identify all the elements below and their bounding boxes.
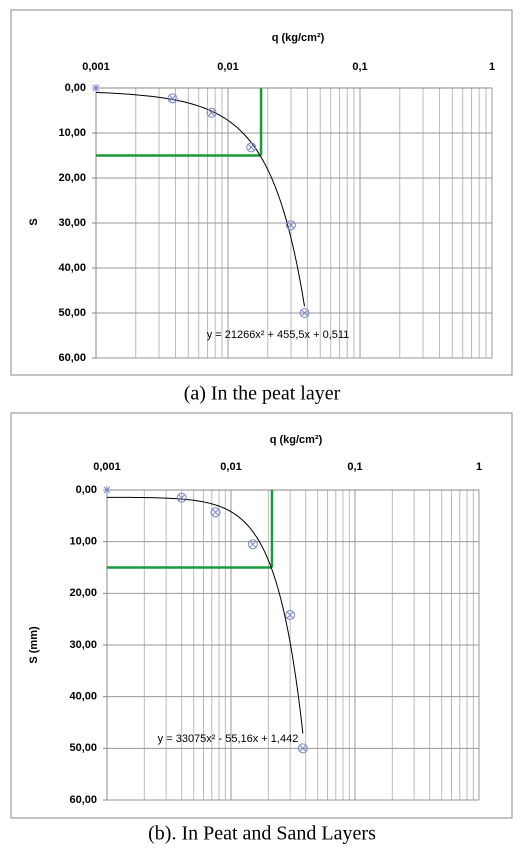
marker-circle bbox=[285, 610, 296, 621]
marker-circle bbox=[246, 142, 257, 153]
y-tick-label: 50,00 bbox=[69, 742, 97, 754]
data-point bbox=[176, 492, 187, 503]
marker-cross bbox=[301, 309, 308, 317]
marker-circle bbox=[210, 507, 221, 518]
y-tick-label: 40,00 bbox=[69, 691, 97, 703]
x-tick-label: 0,1 bbox=[352, 61, 367, 73]
data-point bbox=[246, 142, 257, 153]
marker-cross bbox=[169, 94, 176, 102]
chart-frame bbox=[10, 9, 513, 376]
marker-cross bbox=[286, 611, 294, 619]
marker-star bbox=[103, 486, 111, 494]
marker-cross bbox=[247, 144, 255, 151]
caption: (b). In Peat and Sand Layers bbox=[148, 823, 376, 845]
chart-title: q (kg/cm²) bbox=[272, 32, 325, 44]
x-tick-label: 0,01 bbox=[220, 461, 241, 473]
trendline-equation: y = 21266x² + 455,5x + 0,511 bbox=[207, 329, 350, 341]
y-tick-label: 0,00 bbox=[65, 82, 86, 94]
y-tick-label: 50,00 bbox=[58, 307, 86, 319]
trendline bbox=[107, 496, 304, 734]
data-point bbox=[299, 308, 310, 318]
y-tick-label: 30,00 bbox=[69, 639, 97, 651]
data-point bbox=[297, 743, 308, 754]
y-tick-label: 0,00 bbox=[76, 484, 97, 496]
y-tick-label: 20,00 bbox=[58, 172, 86, 184]
marker-cross bbox=[178, 494, 186, 502]
x-tick-label: 0,001 bbox=[82, 61, 110, 73]
marker-cross bbox=[212, 508, 219, 516]
data-point bbox=[247, 539, 258, 550]
marker-star bbox=[92, 84, 100, 92]
y-tick-label: 30,00 bbox=[58, 217, 86, 229]
x-tick-label: 0,1 bbox=[347, 461, 362, 473]
y-tick-label: 10,00 bbox=[69, 536, 97, 548]
x-tick-label: 1 bbox=[489, 61, 495, 73]
y-tick-label: 40,00 bbox=[58, 262, 86, 274]
marker-cross bbox=[299, 744, 307, 752]
x-tick-label: 1 bbox=[476, 461, 482, 473]
x-tick-label: 0,01 bbox=[217, 61, 238, 73]
x-tick-label: 0,001 bbox=[93, 461, 121, 473]
data-point bbox=[285, 610, 296, 621]
marker-cross bbox=[208, 109, 215, 117]
marker-circle bbox=[297, 743, 308, 754]
data-point bbox=[206, 107, 217, 118]
marker-circle bbox=[206, 107, 217, 118]
data-point bbox=[103, 486, 111, 494]
y-tick-label: 10,00 bbox=[58, 127, 86, 139]
marker-cross bbox=[287, 221, 295, 229]
data-point bbox=[210, 507, 221, 518]
y-axis-label: S bbox=[28, 218, 40, 225]
marker-circle bbox=[285, 220, 296, 231]
marker-circle bbox=[167, 93, 178, 104]
y-tick-label: 20,00 bbox=[69, 587, 97, 599]
trendline-equation: y = 33075x² - 55,16x + 1,442 bbox=[158, 733, 299, 745]
data-point bbox=[92, 84, 100, 92]
marker-circle bbox=[299, 308, 310, 318]
marker-circle bbox=[247, 539, 258, 550]
chart-frame bbox=[10, 412, 513, 819]
marker-cross bbox=[249, 540, 257, 548]
y-tick-label: 60,00 bbox=[58, 352, 86, 364]
trendline bbox=[95, 91, 306, 307]
data-point bbox=[285, 220, 296, 231]
y-axis-label: S (mm) bbox=[28, 626, 40, 664]
marker-circle bbox=[176, 492, 187, 503]
data-point bbox=[167, 93, 178, 104]
caption: (a) In the peat layer bbox=[184, 383, 341, 405]
chart-title: q (kg/cm²) bbox=[270, 434, 323, 446]
y-tick-label: 60,00 bbox=[69, 794, 97, 806]
